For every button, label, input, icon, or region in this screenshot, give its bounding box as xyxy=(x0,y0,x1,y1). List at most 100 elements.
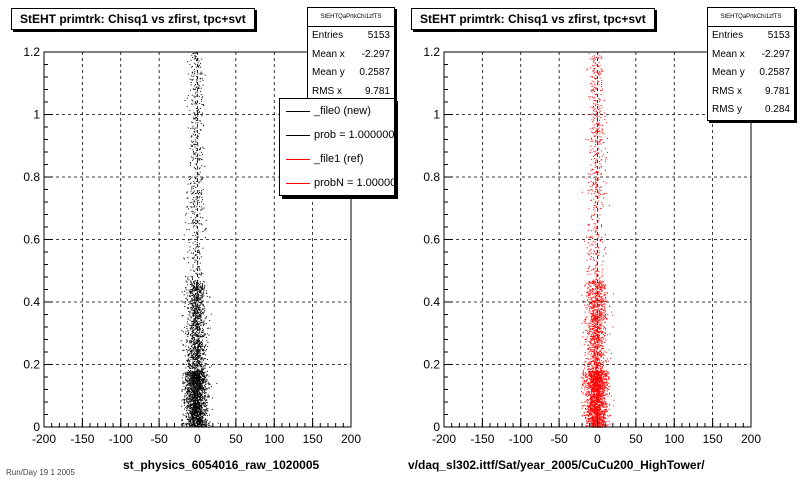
scatter-point xyxy=(196,299,198,301)
scatter-point xyxy=(182,374,184,376)
scatter-point xyxy=(592,214,594,216)
scatter-point xyxy=(200,192,202,194)
scatter-point xyxy=(604,403,606,405)
scatter-point xyxy=(602,419,604,421)
scatter-point xyxy=(191,312,193,314)
scatter-point xyxy=(599,207,601,209)
scatter-point xyxy=(194,413,196,415)
scatter-point xyxy=(203,421,205,423)
scatter-point xyxy=(185,387,187,389)
scatter-point xyxy=(590,236,592,238)
scatter-point xyxy=(596,313,598,315)
scatter-point xyxy=(194,177,196,179)
scatter-point xyxy=(590,140,592,142)
scatter-point xyxy=(201,418,203,420)
scatter-point xyxy=(601,201,603,203)
scatter-point xyxy=(199,335,201,337)
scatter-point xyxy=(604,294,606,296)
scatter-point xyxy=(197,220,199,222)
scatter-point xyxy=(585,386,587,388)
scatter-point xyxy=(199,111,201,113)
scatter-point xyxy=(203,414,205,416)
scatter-point xyxy=(592,297,594,299)
scatter-point xyxy=(197,357,199,359)
scatter-point xyxy=(592,421,594,423)
scatter-point xyxy=(202,403,204,405)
scatter-point xyxy=(586,329,588,331)
scatter-point xyxy=(603,248,605,250)
scatter-point xyxy=(199,195,201,197)
scatter-point xyxy=(191,323,193,325)
scatter-point xyxy=(594,93,596,95)
scatter-point xyxy=(199,291,201,293)
scatter-point xyxy=(199,415,201,417)
scatter-point xyxy=(593,356,595,358)
scatter-point xyxy=(595,200,597,202)
scatter-point xyxy=(195,115,197,117)
scatter-point xyxy=(200,370,202,372)
scatter-point xyxy=(581,387,583,389)
scatter-point xyxy=(195,268,197,270)
scatter-point xyxy=(199,281,201,283)
scatter-point xyxy=(195,223,197,225)
scatter-point xyxy=(599,344,601,346)
scatter-point xyxy=(594,320,596,322)
scatter-point xyxy=(592,367,594,369)
scatter-point xyxy=(587,411,589,413)
scatter-point xyxy=(201,321,203,323)
scatter-point xyxy=(195,163,197,165)
scatter-point xyxy=(193,384,195,386)
scatter-point xyxy=(201,336,203,338)
scatter-point xyxy=(583,372,585,374)
scatter-point xyxy=(584,240,586,242)
scatter-point xyxy=(601,330,603,332)
scatter-point xyxy=(194,333,196,335)
scatter-point xyxy=(188,383,190,385)
scatter-point xyxy=(598,127,600,129)
scatter-point xyxy=(200,344,202,346)
scatter-point xyxy=(602,425,604,427)
scatter-point xyxy=(194,317,196,319)
scatter-point xyxy=(193,287,195,289)
scatter-point xyxy=(601,309,603,311)
scatter-point xyxy=(197,298,199,300)
scatter-point xyxy=(608,408,610,410)
scatter-point xyxy=(200,406,202,408)
scatter-point xyxy=(597,395,599,397)
scatter-point xyxy=(605,148,607,150)
scatter-point xyxy=(595,316,597,318)
scatter-point xyxy=(584,389,586,391)
scatter-point xyxy=(599,192,601,194)
scatter-point xyxy=(200,397,202,399)
scatter-point xyxy=(193,252,195,254)
scatter-point xyxy=(591,417,593,419)
scatter-point xyxy=(605,373,607,375)
scatter-point xyxy=(194,299,196,301)
scatter-point xyxy=(613,293,615,295)
scatter-point xyxy=(191,392,193,394)
scatter-point xyxy=(191,335,193,337)
scatter-point xyxy=(593,282,595,284)
scatter-point xyxy=(195,143,197,145)
scatter-point xyxy=(597,336,599,338)
scatter-point xyxy=(202,287,204,289)
scatter-point xyxy=(197,403,199,405)
scatter-point xyxy=(205,376,207,378)
scatter-point xyxy=(196,369,198,371)
scatter-point xyxy=(197,215,199,217)
scatter-point xyxy=(601,377,603,379)
scatter-point xyxy=(201,178,203,180)
scatter-point xyxy=(208,423,210,425)
scatter-point xyxy=(185,423,187,425)
scatter-point xyxy=(590,269,592,271)
scatter-point xyxy=(593,412,595,414)
scatter-point xyxy=(200,420,202,422)
scatter-point xyxy=(194,302,196,304)
scatter-point xyxy=(591,327,593,329)
scatter-point xyxy=(589,387,591,389)
scatter-point xyxy=(195,198,197,200)
scatter-point xyxy=(193,419,195,421)
scatter-point xyxy=(198,317,200,319)
scatter-point xyxy=(200,423,202,425)
left-points xyxy=(180,52,219,428)
